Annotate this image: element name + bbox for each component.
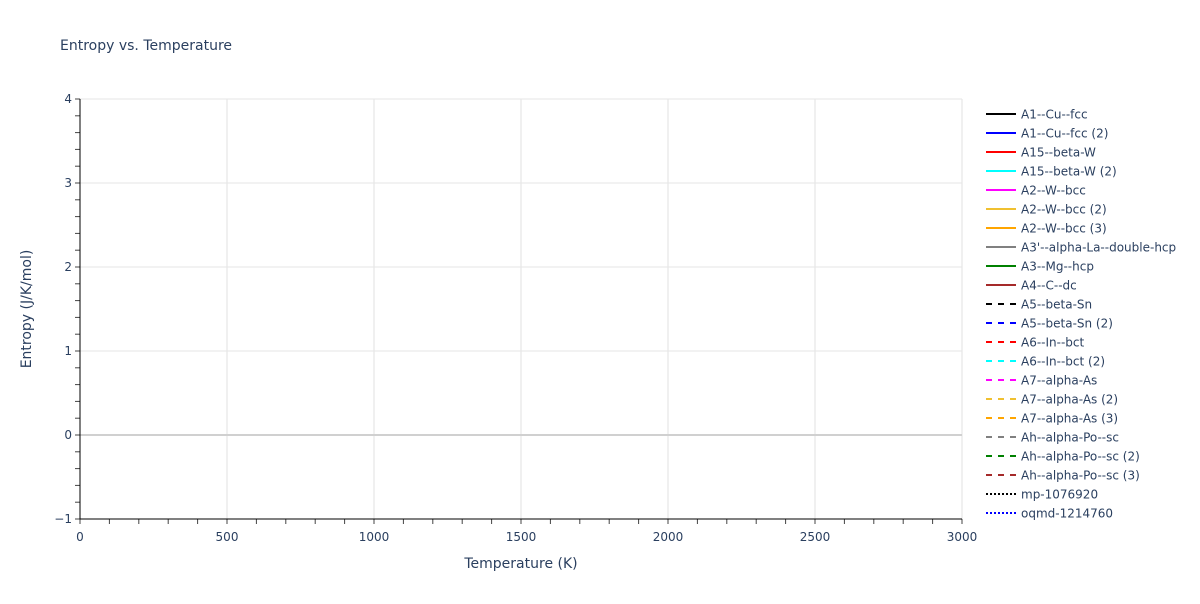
x-tick-label: 3000 xyxy=(947,530,978,544)
legend-item[interactable]: A5--beta-Sn xyxy=(986,298,1092,312)
y-axis-label: Entropy (J/K/mol) xyxy=(19,250,35,369)
legend-label: A7--alpha-As xyxy=(1021,374,1097,388)
legend-item[interactable]: A5--beta-Sn (2) xyxy=(986,317,1113,331)
x-tick-label: 2000 xyxy=(653,530,684,544)
x-tick-label: 2500 xyxy=(800,530,831,544)
legend-label: A3--Mg--hcp xyxy=(1021,260,1094,274)
legend-label: A3'--alpha-La--double-hcp xyxy=(1021,241,1176,255)
x-tick-label: 1500 xyxy=(506,530,537,544)
legend-label: A2--W--bcc (3) xyxy=(1021,222,1107,236)
legend: A1--Cu--fcc A1--Cu--fcc (2) A15--beta-W A15… xyxy=(986,108,1176,521)
legend-item[interactable]: oqmd-1214760 xyxy=(986,507,1113,521)
legend-item[interactable]: A2--W--bcc (2) xyxy=(986,203,1107,217)
y-tick-label: 3 xyxy=(64,176,72,190)
legend-item[interactable]: A3--Mg--hcp xyxy=(986,260,1094,274)
legend-item[interactable]: A7--alpha-As xyxy=(986,374,1097,388)
legend-item[interactable]: A1--Cu--fcc xyxy=(986,108,1088,122)
legend-item[interactable]: A4--C--dc xyxy=(986,279,1077,293)
x-tick-label: 1000 xyxy=(359,530,390,544)
legend-label: A1--Cu--fcc xyxy=(1021,108,1088,122)
y-tick-label: 2 xyxy=(64,260,72,274)
legend-item[interactable]: A7--alpha-As (3) xyxy=(986,412,1118,426)
y-tick-label: 0 xyxy=(64,428,72,442)
legend-item[interactable]: A15--beta-W xyxy=(986,146,1096,160)
legend-label: A5--beta-Sn xyxy=(1021,298,1092,312)
legend-label: mp-1076920 xyxy=(1021,488,1098,502)
y-tick-label: −1 xyxy=(54,512,72,526)
legend-label: Ah--alpha-Po--sc xyxy=(1021,431,1119,445)
legend-label: Ah--alpha-Po--sc (3) xyxy=(1021,469,1140,483)
x-axis-label: Temperature (K) xyxy=(463,556,577,572)
legend-label: oqmd-1214760 xyxy=(1021,507,1113,521)
legend-item[interactable]: Ah--alpha-Po--sc xyxy=(986,431,1119,445)
legend-label: A6--In--bct (2) xyxy=(1021,355,1105,369)
legend-item[interactable]: A7--alpha-As (2) xyxy=(986,393,1118,407)
legend-label: Ah--alpha-Po--sc (2) xyxy=(1021,450,1140,464)
legend-label: A5--beta-Sn (2) xyxy=(1021,317,1113,331)
y-tick-label: 1 xyxy=(64,344,72,358)
chart-title: Entropy vs. Temperature xyxy=(60,38,232,54)
legend-label: A2--W--bcc xyxy=(1021,184,1086,198)
legend-item[interactable]: A2--W--bcc (3) xyxy=(986,222,1107,236)
legend-label: A7--alpha-As (2) xyxy=(1021,393,1118,407)
x-tick-label: 0 xyxy=(76,530,84,544)
legend-label: A15--beta-W xyxy=(1021,146,1096,160)
legend-label: A2--W--bcc (2) xyxy=(1021,203,1107,217)
legend-label: A7--alpha-As (3) xyxy=(1021,412,1118,426)
y-tick-label: 4 xyxy=(64,92,72,106)
legend-item[interactable]: A6--In--bct xyxy=(986,336,1085,350)
legend-item[interactable]: A2--W--bcc xyxy=(986,184,1086,198)
legend-item[interactable]: Ah--alpha-Po--sc (3) xyxy=(986,469,1140,483)
axes: 0 500 1000 1500 2000 2500 3000 −1 0 1 2 3 4 xyxy=(54,92,977,544)
legend-item[interactable]: mp-1076920 xyxy=(986,488,1098,502)
legend-item[interactable]: A15--beta-W (2) xyxy=(986,165,1117,179)
x-tick-label: 500 xyxy=(216,530,239,544)
legend-label: A6--In--bct xyxy=(1021,336,1085,350)
grid xyxy=(80,98,963,519)
legend-label: A15--beta-W (2) xyxy=(1021,165,1117,179)
legend-item[interactable]: A6--In--bct (2) xyxy=(986,355,1105,369)
legend-label: A1--Cu--fcc (2) xyxy=(1021,127,1108,141)
legend-item[interactable]: A1--Cu--fcc (2) xyxy=(986,127,1108,141)
legend-item[interactable]: A3'--alpha-La--double-hcp xyxy=(986,241,1176,255)
legend-label: A4--C--dc xyxy=(1021,279,1077,293)
legend-item[interactable]: Ah--alpha-Po--sc (2) xyxy=(986,450,1140,464)
